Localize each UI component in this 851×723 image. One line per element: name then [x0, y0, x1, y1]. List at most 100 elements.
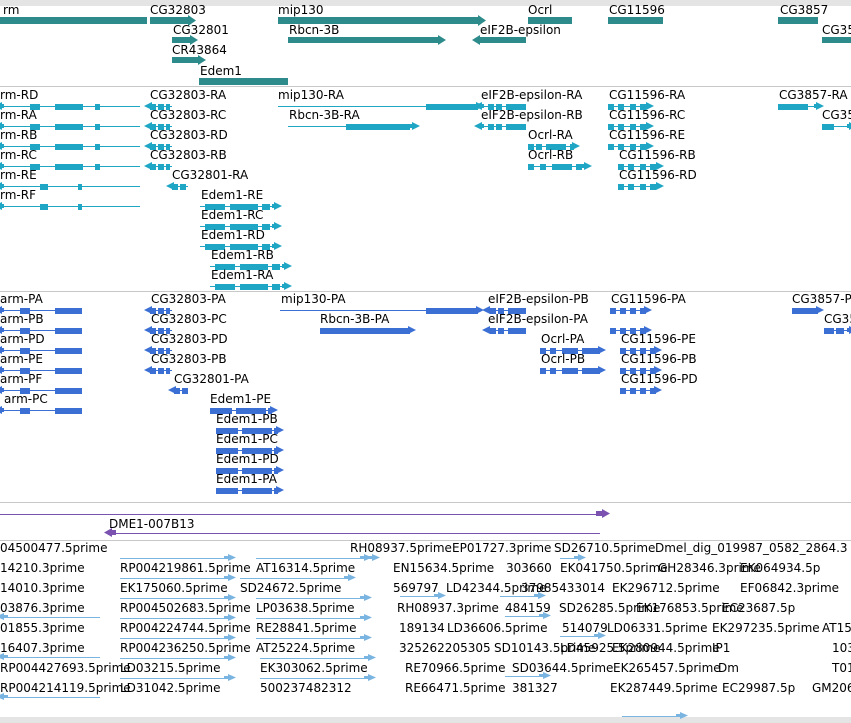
protein-label[interactable]: CG11596-PE [621, 332, 696, 346]
protein-CG32801-strand[interactable] [168, 386, 178, 394]
protein-mip130-strand[interactable] [474, 306, 484, 314]
protein-arm-strand[interactable] [0, 346, 4, 354]
est-label[interactable]: SD26710.5prime [554, 541, 656, 555]
transcript-CG11596-exon[interactable] [628, 184, 634, 190]
protein-label[interactable]: CG32801-PA [174, 372, 249, 386]
transcript-CG11596-exon[interactable] [608, 104, 614, 110]
est-feature-line[interactable] [400, 596, 440, 597]
protein-arm-intron[interactable] [0, 350, 82, 351]
est-label[interactable]: RE70966.5prime [405, 661, 506, 675]
clone-label[interactable]: DME1-007B13 [109, 517, 195, 531]
protein-arm-strand[interactable] [0, 366, 4, 374]
protein-CG11596-cds[interactable] [640, 348, 646, 354]
transcript-CG32803-exon[interactable] [166, 144, 170, 150]
est-label[interactable]: 514079 [562, 621, 608, 635]
est-label[interactable]: 03876.3prime [0, 601, 85, 615]
est-label[interactable]: EK176853.5prime [636, 601, 744, 615]
est-label[interactable]: EF06842.3prime [740, 581, 840, 595]
protein-mip130-cds[interactable] [426, 308, 478, 314]
transcript-eIF2B-epsilon-exon[interactable] [496, 104, 502, 110]
transcript-rm-exon[interactable] [40, 204, 48, 210]
transcript-Edem1-exon[interactable] [205, 204, 225, 210]
transcript-CG32803-strand[interactable] [144, 142, 154, 150]
protein-Rbcn-3B-cds[interactable] [320, 328, 410, 334]
transcript-label[interactable]: CG11596-RA [609, 88, 686, 102]
est-label[interactable]: LD03215.5prime [120, 661, 221, 675]
est-feature-arrow[interactable] [344, 574, 356, 581]
protein-Edem1-cds[interactable] [242, 488, 272, 494]
transcript-Ocrl-exon[interactable] [528, 144, 534, 150]
protein-Ocrl-cds[interactable] [562, 348, 578, 354]
gene-Edem1[interactable] [199, 78, 288, 85]
est-label[interactable]: 37985433014 [521, 581, 605, 595]
protein-label[interactable]: CG32803-PD [151, 332, 228, 346]
protein-CG11596-cds[interactable] [610, 308, 616, 314]
est-feature-line[interactable] [560, 636, 600, 637]
est-RH08937-arrow[interactable] [368, 554, 380, 561]
est-label[interactable]: EK041750.5prime [560, 561, 668, 575]
transcript-CG11596-strand[interactable] [644, 122, 654, 130]
est-label[interactable]: LD06331.5prime [607, 621, 708, 635]
protein-CG11596-intron[interactable] [620, 370, 656, 371]
transcript-label[interactable]: CG35 [822, 108, 851, 122]
transcript-Edem1-strand[interactable] [282, 262, 292, 270]
est-label[interactable]: Dmel_dig_019987_0582_2864.3 [655, 541, 848, 555]
gene-CG3857[interactable] [778, 17, 818, 24]
est-label[interactable]: LD36606.5prime [447, 621, 548, 635]
transcript-label[interactable]: Edem1-RA [211, 268, 274, 282]
transcript-eIF2B-epsilon-exon[interactable] [488, 124, 494, 130]
est-label[interactable]: RE28841.5prime [256, 621, 357, 635]
transcript-Edem1-strand[interactable] [282, 282, 292, 290]
protein-arm-intron[interactable] [0, 310, 82, 311]
protein-arm-cds[interactable] [55, 308, 82, 314]
protein-CG32803-cds[interactable] [166, 328, 170, 334]
protein-CG32803-cds[interactable] [158, 308, 164, 314]
protein-CG32803-cds[interactable] [158, 368, 164, 374]
protein-eIF2B-epsilon-intron[interactable] [488, 330, 526, 331]
est-feature-line[interactable] [120, 558, 230, 559]
transcript-eIF2B-epsilon-exon[interactable] [488, 104, 494, 110]
est-label[interactable]: 14210.3prime [0, 561, 85, 575]
est-feature-arrow[interactable] [224, 554, 236, 561]
protein-CG11596-cds[interactable] [610, 328, 616, 334]
est-label[interactable]: LD31042.5prime [120, 681, 221, 695]
gene-label[interactable]: rm [3, 3, 20, 17]
est-label[interactable]: SD03644.5prime [512, 661, 614, 675]
transcript-label[interactable]: Rbcn-3B-RA [289, 108, 360, 122]
transcript-rm-exon[interactable] [30, 164, 40, 170]
transcript-CG11596-exon[interactable] [640, 164, 646, 170]
protein-CG35-cds[interactable] [824, 328, 834, 334]
transcript-CG11596-intron[interactable] [618, 166, 658, 167]
protein-label[interactable]: Edem1-PC [216, 432, 278, 446]
transcript-CG11596-exon[interactable] [640, 144, 646, 150]
protein-CG32803-cds[interactable] [166, 308, 170, 314]
transcript-CG32801-exon[interactable] [180, 184, 186, 190]
protein-label[interactable]: CG32803-PC [151, 312, 227, 326]
est-feature-line[interactable] [256, 638, 366, 639]
gene-CR43864[interactable] [172, 55, 206, 65]
protein-Rbcn-3B-strand[interactable] [406, 326, 416, 334]
transcript-rm-exon[interactable] [55, 104, 83, 110]
protein-CG11596-cds[interactable] [620, 308, 626, 314]
transcript-Ocrl-exon[interactable] [576, 164, 582, 170]
est-label[interactable]: RH08937.3prime [397, 601, 499, 615]
protein-CG32803-cds[interactable] [158, 348, 164, 354]
gene-Rbcn-3B[interactable] [288, 35, 446, 45]
est-feature-line[interactable] [256, 618, 366, 619]
protein-CG11596-intron[interactable] [610, 330, 646, 331]
transcript-Edem1-exon[interactable] [262, 224, 270, 230]
transcript-CG3857-strand[interactable] [814, 102, 824, 110]
protein-arm-cds[interactable] [20, 388, 30, 394]
protein-eIF2B-epsilon-cds[interactable] [490, 328, 496, 334]
transcript-label[interactable]: CG32803-RC [150, 108, 227, 122]
est-label[interactable]: EK296712.5prime [612, 581, 720, 595]
protein-Edem1-cds[interactable] [242, 448, 272, 454]
protein-CG11596-cds[interactable] [620, 368, 626, 374]
transcript-rm-exon[interactable] [40, 184, 48, 190]
transcript-eIF2B-epsilon-exon[interactable] [506, 124, 526, 130]
est-label[interactable]: 325262205305 [399, 641, 491, 655]
transcript-rm-exon[interactable] [30, 144, 40, 150]
protein-CG11596-strand[interactable] [642, 326, 652, 334]
protein-Edem1-strand[interactable] [268, 406, 278, 414]
